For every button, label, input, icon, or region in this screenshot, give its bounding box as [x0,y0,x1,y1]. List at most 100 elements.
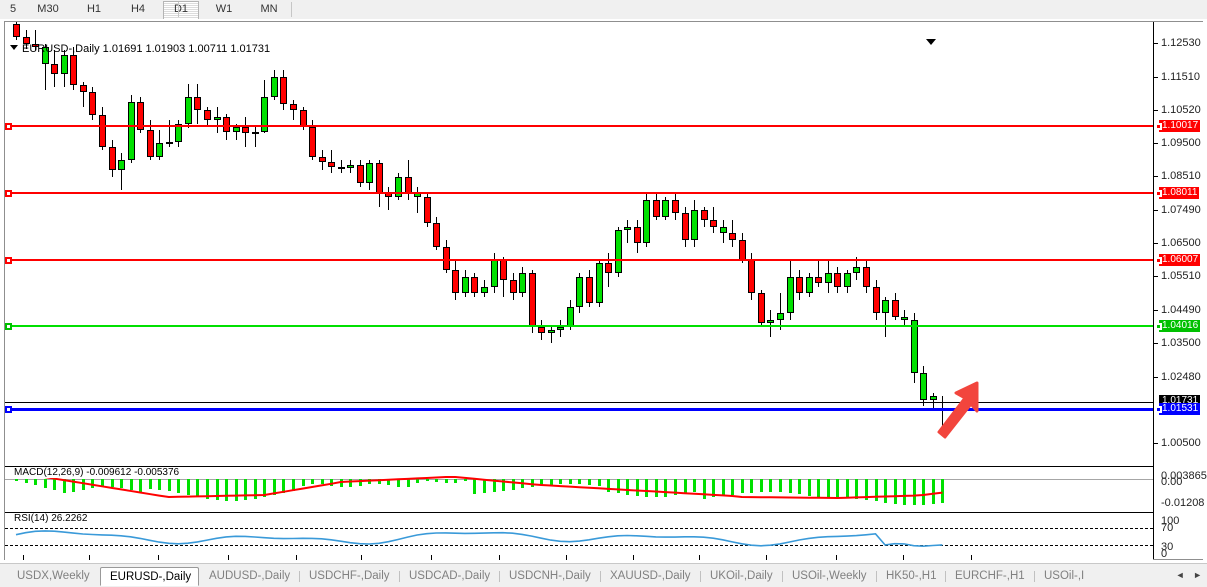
price-level-handle[interactable] [5,123,12,131]
price-level-badge-handle[interactable] [1155,323,1162,330]
candle-body [232,126,240,132]
price-level-handle[interactable] [5,190,12,198]
price-tick [1153,42,1158,44]
chart-tab-xauusd--daily[interactable]: XAUUSD-,Daily [610,570,691,582]
candle-body [557,326,565,330]
date-tick [228,555,229,560]
chart-tab-usdchf--daily[interactable]: USDCHF-,Daily [309,570,390,582]
macd-histogram-bar [129,479,133,490]
chart-tab-hk50--h1[interactable]: HK50-,H1 [886,570,937,582]
candle-body [146,130,154,157]
candle-body [108,146,116,171]
candle-wick [121,153,123,191]
price-scale[interactable]: 1.12530 1.11510 1.10520 1.09500 1.08510 1.074… [1153,22,1207,560]
date-tick [971,555,972,560]
macd-histogram-bar [826,479,830,498]
price-tick-label: 1.04490 [1161,304,1201,317]
macd-histogram-bar [435,479,439,483]
candle-wick [770,309,772,337]
candle-wick [932,393,934,410]
price-level-badge-handle[interactable] [1155,123,1162,131]
macd-histogram-bar [740,479,744,494]
macd-histogram-bar [540,479,544,486]
timeframe-d1[interactable]: D1 [163,1,199,20]
macd-label: MACD(12,26,9) -0.009612 -0.005376 [13,467,181,478]
price-pane[interactable] [5,22,1153,463]
macd-histogram-bar [91,479,95,488]
macd-histogram-bar [397,479,400,487]
candle-wick [417,186,419,214]
candle-body [127,101,135,161]
macd-histogram-bar [807,479,811,496]
candle-body [882,299,890,314]
rsi-line [15,530,943,548]
chart-tab-eurusd--daily[interactable]: EURUSD-,Daily [100,567,199,586]
price-level-line-resistance[interactable] [5,125,1153,128]
chart-tab-usdcnh--daily[interactable]: USDCNH-,Daily [509,570,591,582]
date-tick [499,555,500,560]
price-level-badge-handle[interactable] [1155,405,1162,413]
chart-tab-eurchf--h1[interactable]: EURCHF-,H1 [955,570,1025,582]
price-level-badge-handle[interactable] [1155,190,1162,198]
price-level-badge-blue[interactable]: 1.01531 [1159,402,1201,415]
chart-tab-ukoil--daily[interactable]: UKOil-,Daily [710,570,773,582]
macd-histogram-bar [731,479,735,495]
timeframe-mn[interactable]: MN [260,3,278,15]
chart-tab-usdcad--daily[interactable]: USDCAD-,Daily [409,570,491,582]
date-tick [361,555,362,560]
price-level-handle[interactable] [5,256,12,264]
macd-histogram-bar [941,479,945,504]
price-level-line-support[interactable] [5,325,1153,327]
macd-histogram-bar [511,479,515,490]
price-level-badge-handle[interactable] [1155,256,1162,264]
triangle-down-icon[interactable] [10,45,18,50]
candle-body [337,166,345,169]
candle-body [662,200,670,217]
candle-body [328,161,336,167]
tab-separator [782,571,783,582]
macd-histogram-bar [473,479,477,494]
tab-scroll-arrows[interactable]: ◄ ► [1175,570,1205,580]
price-level-badge-red[interactable]: 1.08011 [1159,187,1200,200]
macd-histogram-bar [482,479,486,494]
chart-title-bar: EURUSD-,Daily 1.01691 1.01903 1.00711 1.… [10,43,270,55]
price-level-badge-red[interactable]: 1.06007 [1159,253,1201,266]
candle-body [309,126,317,157]
timeframe-h1[interactable]: H1 [86,3,102,15]
price-tick-label: 1.10520 [1161,103,1201,116]
macd-histogram-bar [664,479,668,497]
price-level-line-resistance[interactable] [5,192,1153,195]
price-level-handle[interactable] [5,323,12,330]
timeframe-m30[interactable]: M30 [37,3,59,15]
price-level-badge-green[interactable]: 1.04016 [1159,320,1201,332]
chart-area: EURUSD-,Daily 1.01691 1.01903 1.00711 1.… [0,19,1207,574]
date-tick [158,555,159,560]
chart-tab-usoil--weekly[interactable]: USOil-,Weekly [792,570,867,582]
macd-histogram-bar [167,479,171,492]
price-level-handle[interactable] [5,405,12,413]
chart-tab-usdx-weekly[interactable]: USDX,Weekly [17,570,90,582]
timeframe-5[interactable]: 5 [9,3,17,15]
candle-body [796,276,804,294]
macd-histogram-bar [626,479,630,495]
candle-body [528,273,536,327]
macd-histogram-bar [549,479,553,485]
macd-histogram-bar [282,479,286,493]
timeframe-w1[interactable]: W1 [215,3,233,15]
rsi-pane[interactable]: RSI(14) 26.2262 [5,512,1153,560]
price-level-line-bid[interactable] [5,407,1153,411]
price-level-line-resistance[interactable] [5,258,1153,261]
date-tick [699,555,700,560]
timeframe-h4[interactable]: H4 [130,3,146,15]
candle-body [32,43,40,47]
chart-tab-audusd--daily[interactable]: AUDUSD-,Daily [209,570,291,582]
candle-body [98,115,106,147]
chart-tab-usoil--i[interactable]: USOil-,I [1044,570,1085,582]
macd-pane[interactable]: MACD(12,26,9) -0.009612 -0.005376 [5,466,1153,511]
candle-body [748,259,756,294]
candle-wick [292,100,294,121]
macd-histogram-bar [81,479,85,490]
price-level-badge-red[interactable]: 1.10017 [1159,120,1201,133]
timeframe-toolbar: 5 M30 H1 H4 D1 W1 MN [0,0,1207,20]
